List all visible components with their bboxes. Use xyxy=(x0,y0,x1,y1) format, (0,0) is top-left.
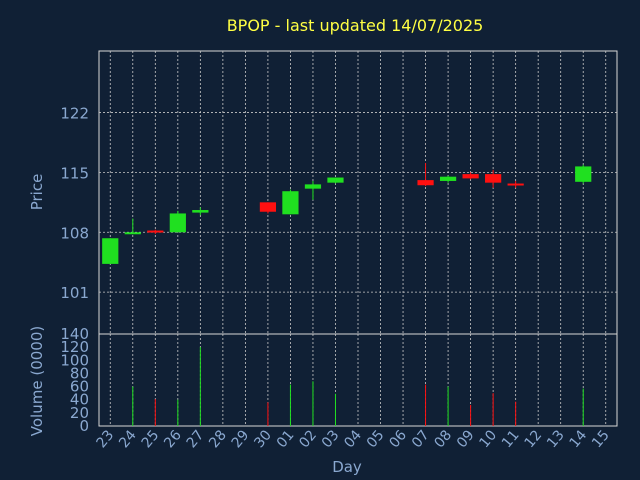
volume-tick-label: 100 xyxy=(60,351,89,369)
candle-body xyxy=(439,176,457,181)
candle-body xyxy=(259,202,277,212)
volume-tick-label: 80 xyxy=(70,364,89,382)
x-tick-label: 26 xyxy=(161,427,185,451)
x-tick-label: 09 xyxy=(454,427,478,451)
x-tick-label: 11 xyxy=(499,427,523,451)
candle-body xyxy=(147,230,164,233)
x-tick-label: 02 xyxy=(296,427,320,451)
x-tick-label: 27 xyxy=(184,427,208,451)
candle-body xyxy=(462,174,479,179)
price-tick-label: 108 xyxy=(60,224,89,242)
candle-body xyxy=(169,213,186,233)
x-tick-label: 14 xyxy=(567,427,591,451)
volume-axis-label: Volume (0000) xyxy=(28,326,46,436)
candle-body xyxy=(507,183,524,186)
price-tick-label: 115 xyxy=(60,164,89,182)
volume-tick-label: 40 xyxy=(70,391,89,409)
x-tick-label: 10 xyxy=(476,427,500,451)
x-tick-label: 28 xyxy=(206,427,230,451)
x-tick-label: 05 xyxy=(364,427,388,451)
volume-tick-label: 140 xyxy=(60,325,89,343)
volume-tick-label: 120 xyxy=(60,338,89,356)
x-tick-label: 15 xyxy=(589,427,613,451)
x-tick-label: 25 xyxy=(139,427,163,451)
candle-body xyxy=(282,191,299,215)
candle-body xyxy=(485,174,502,183)
x-axis-label: Day xyxy=(332,458,362,476)
x-tick-label: 29 xyxy=(229,427,253,451)
price-tick-label: 122 xyxy=(60,105,89,123)
candle-body xyxy=(417,180,434,186)
x-tick-label: 03 xyxy=(319,427,343,451)
candle-body xyxy=(327,177,344,183)
x-tick-label: 13 xyxy=(544,427,568,451)
x-tick-label: 06 xyxy=(386,427,410,451)
price-axis-label: Price xyxy=(28,174,46,211)
volume-tick-label: 0 xyxy=(79,417,89,435)
x-tick-label: 23 xyxy=(94,427,118,451)
x-tick-label: 12 xyxy=(522,427,546,451)
volume-tick-label: 20 xyxy=(70,404,89,422)
chart-title: BPOP - last updated 14/07/2025 xyxy=(227,16,484,35)
candle-body xyxy=(575,166,592,182)
x-tick-label: 01 xyxy=(274,427,298,451)
candle-body xyxy=(102,238,119,264)
candle-body xyxy=(304,184,322,189)
volume-tick-label: 60 xyxy=(70,378,89,396)
x-tick-label: 04 xyxy=(341,427,365,451)
x-tick-label: 24 xyxy=(116,427,140,451)
price-tick-label: 101 xyxy=(60,284,89,302)
x-tick-label: 07 xyxy=(409,427,433,451)
candle-body xyxy=(192,210,209,213)
price-panel: 101 108 115 122 xyxy=(60,50,618,335)
x-tick-label: 30 xyxy=(251,427,275,451)
candle-body xyxy=(124,232,141,235)
volume-panel: 2324252627282930010203040506070809101112… xyxy=(60,325,618,451)
x-tick-label: 08 xyxy=(431,427,455,451)
